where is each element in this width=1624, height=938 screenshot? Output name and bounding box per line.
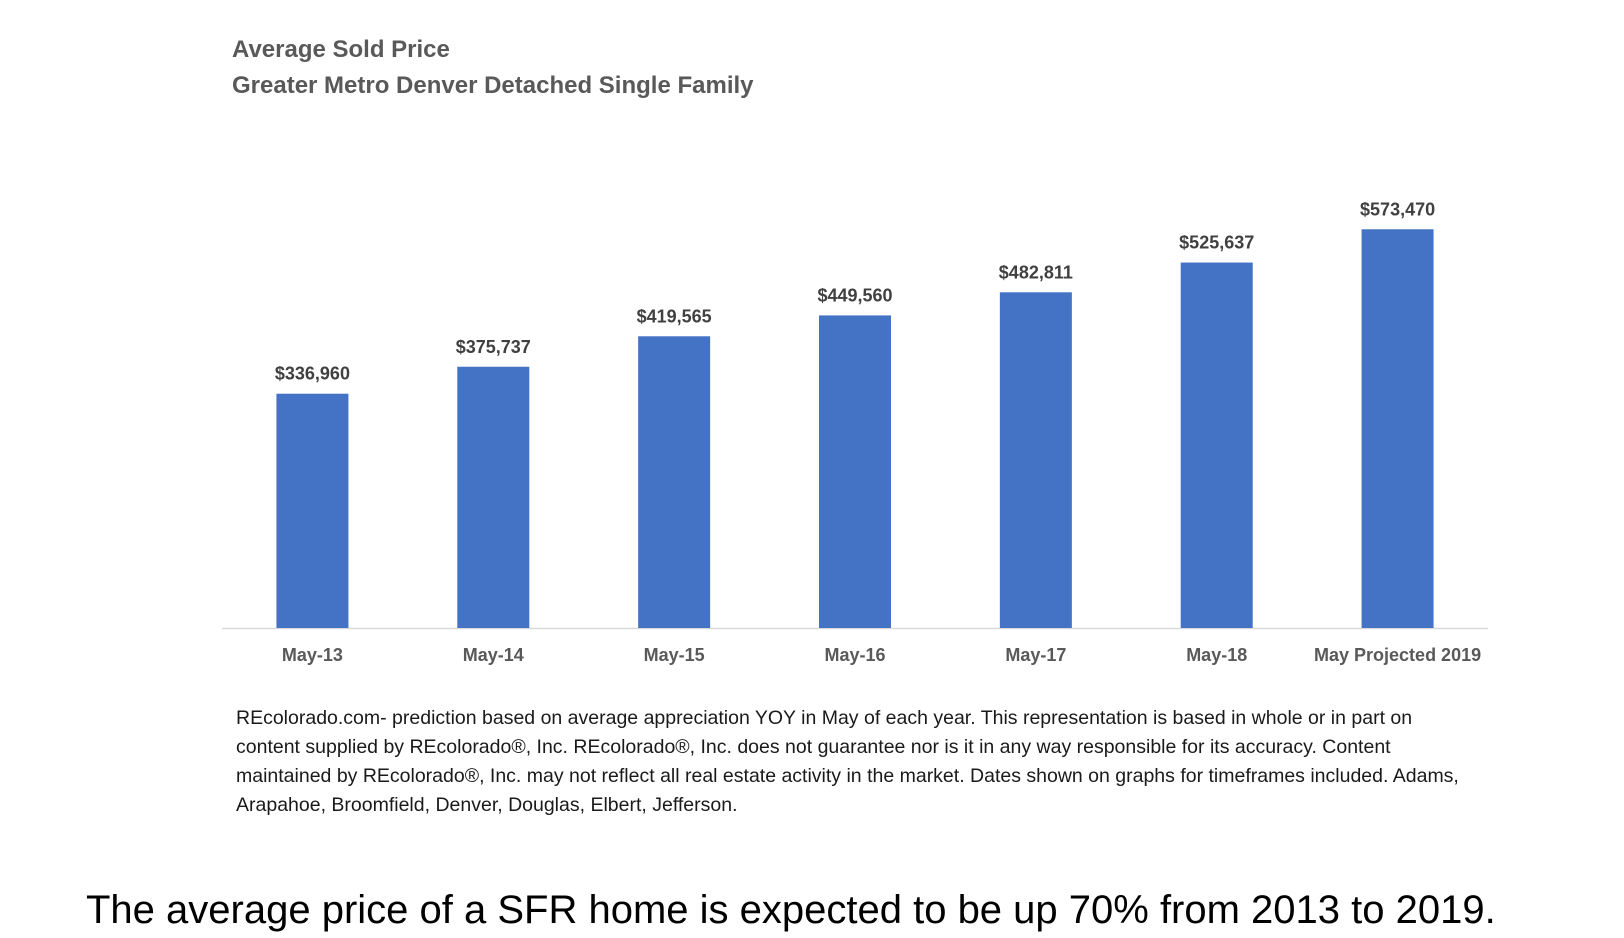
chart-subtitle: Greater Metro Denver Detached Single Fam… — [232, 72, 754, 99]
footnote: REcolorado.com- prediction based on aver… — [236, 707, 1459, 816]
x-tick-label: May-13 — [282, 645, 343, 665]
bar — [276, 393, 349, 628]
data-label: $449,560 — [817, 285, 892, 305]
data-label: $525,637 — [1179, 233, 1254, 253]
chart-title: Average Sold Price — [232, 36, 450, 63]
x-tick-label: May-15 — [644, 645, 705, 665]
bar — [457, 366, 530, 628]
data-label: $419,565 — [637, 306, 712, 326]
data-label: $336,960 — [275, 364, 350, 384]
bar — [999, 292, 1072, 628]
chart-title-block: Average Sold Price Greater Metro Denver … — [232, 32, 754, 104]
data-label: $375,737 — [456, 337, 531, 357]
x-tick-label: May-14 — [463, 645, 524, 665]
x-tick-label: May-17 — [1005, 645, 1066, 665]
bar — [1361, 229, 1434, 629]
bar — [638, 336, 711, 628]
bar — [819, 315, 891, 628]
x-tick-label: May-18 — [1186, 645, 1247, 665]
caption: The average price of a SFR home is expec… — [86, 888, 1496, 932]
x-tick-label: May Projected 2019 — [1314, 645, 1481, 665]
data-label: $482,811 — [999, 262, 1073, 282]
bar — [1180, 262, 1253, 628]
data-label: $573,470 — [1360, 199, 1435, 219]
bar-chart: $336,960 May-13 $375,737 May-14 $419,565 May-… — [222, 199, 1488, 665]
x-tick-label: May-16 — [824, 645, 885, 665]
